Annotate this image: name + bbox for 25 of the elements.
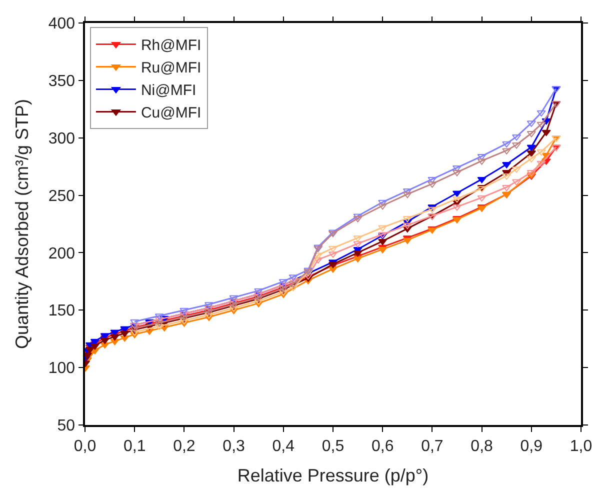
x-tick-label: 0,6 [371, 438, 394, 455]
y-tick-label: 350 [48, 73, 76, 90]
y-tick-label: 100 [48, 360, 76, 378]
x-tick-label: 0,2 [173, 438, 196, 455]
x-tick-label: 0,4 [272, 438, 295, 455]
x-tick-label: 0,3 [222, 438, 246, 455]
y-tick-label: 50 [57, 418, 76, 435]
y-tick-label: 150 [48, 302, 76, 320]
x-tick-label: 0,5 [322, 438, 344, 455]
x-tick-label: 0,1 [123, 438, 146, 455]
x-tick-label: 0,9 [520, 438, 543, 455]
y-axis-title: Quantity Adsorbed (cm³/g STP) [12, 98, 32, 350]
legend-label: Cu@MFI [140, 104, 202, 122]
y-tick-label: 250 [48, 188, 76, 205]
y-tick-label: 400 [48, 16, 76, 33]
x-tick-label: 0,7 [421, 438, 444, 455]
x-tick-label: 1,0 [570, 438, 592, 455]
x-tick-label: 0,0 [74, 438, 96, 455]
y-tick-label: 300 [48, 130, 76, 148]
x-axis-title: Relative Pressure (p/p°) [237, 466, 429, 486]
legend-label: Ru@MFI [140, 60, 202, 77]
x-tick-label: 0,8 [470, 438, 494, 455]
legend-label: Rh@MFI [140, 37, 202, 54]
legend-label: Ni@MFI [140, 82, 196, 100]
y-tick-label: 200 [48, 245, 76, 262]
